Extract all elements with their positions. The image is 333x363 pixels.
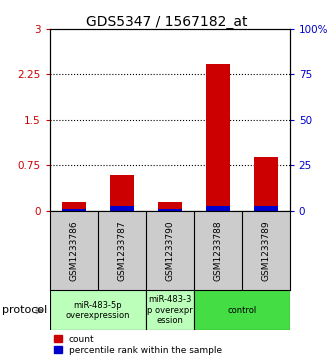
Text: GSM1233790: GSM1233790 — [165, 220, 174, 281]
Text: miR-483-3
p overexpr
ession: miR-483-3 p overexpr ession — [147, 295, 193, 325]
Legend: count, percentile rank within the sample: count, percentile rank within the sample — [55, 335, 222, 355]
Bar — [62, 202, 86, 211]
Text: GDS5347 / 1567182_at: GDS5347 / 1567182_at — [86, 15, 247, 29]
Text: miR-483-5p
overexpression: miR-483-5p overexpression — [66, 301, 130, 320]
Bar — [206, 206, 230, 211]
Bar — [110, 206, 134, 211]
Bar — [158, 202, 182, 211]
FancyBboxPatch shape — [194, 290, 290, 330]
Text: GSM1233788: GSM1233788 — [213, 220, 222, 281]
Text: GSM1233786: GSM1233786 — [69, 220, 79, 281]
Bar — [110, 175, 134, 211]
Text: control: control — [227, 306, 256, 315]
Text: protocol: protocol — [2, 305, 47, 315]
FancyBboxPatch shape — [50, 290, 146, 330]
Bar — [158, 209, 182, 211]
Text: GSM1233789: GSM1233789 — [261, 220, 270, 281]
Text: GSM1233787: GSM1233787 — [117, 220, 127, 281]
Bar — [206, 64, 230, 211]
FancyBboxPatch shape — [146, 290, 194, 330]
Bar — [62, 209, 86, 211]
Bar — [254, 206, 278, 211]
Bar — [254, 157, 278, 211]
